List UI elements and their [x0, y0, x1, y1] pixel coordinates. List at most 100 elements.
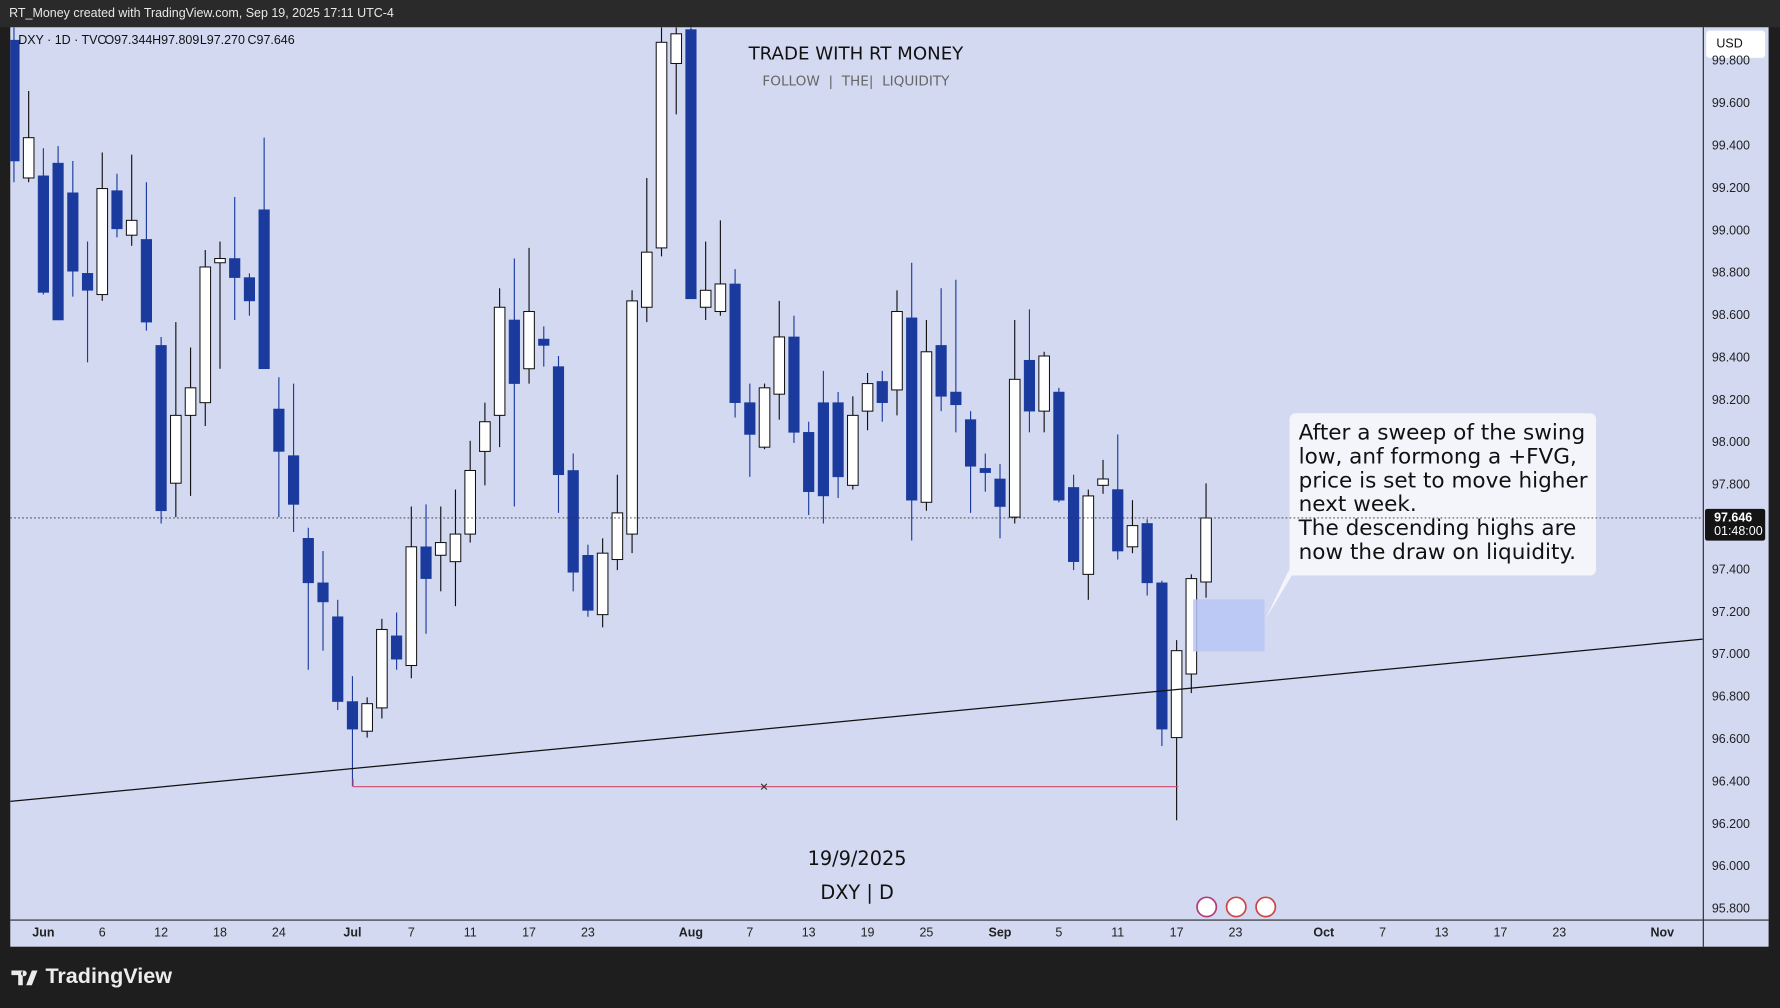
symbol-info: DXY · 1D · TVC [18, 33, 106, 47]
candle-body [332, 616, 344, 702]
event-icon[interactable] [1196, 896, 1218, 918]
fvg-zone [1193, 599, 1265, 652]
last-price-box [1705, 508, 1766, 541]
candle-body [655, 41, 668, 249]
callout [1265, 413, 1597, 619]
candle-body [817, 402, 829, 497]
ohlc-value: C97.646 [248, 33, 295, 47]
x-tick-label: 17 [1170, 925, 1184, 939]
candle-body [464, 469, 476, 535]
event-icon[interactable] [1225, 896, 1247, 918]
candle-body [434, 542, 447, 556]
candle-body [37, 175, 49, 293]
candle-body [420, 546, 432, 579]
candle-body [317, 582, 329, 603]
candle-body [10, 39, 20, 162]
ohlc-value: L97.270 [200, 33, 245, 47]
brand-logo [11, 970, 38, 986]
x-tick-label: 23 [1552, 925, 1566, 939]
x-tick-label: 17 [1493, 925, 1507, 939]
y-tick-label: 99.400 [1712, 138, 1750, 152]
candle-body [229, 258, 241, 278]
last-price-label: 97.646 [1714, 510, 1752, 524]
candle-body [670, 33, 683, 65]
candle-body [979, 468, 991, 473]
candle-body [1126, 525, 1139, 548]
x-tick-label: 7 [408, 925, 415, 939]
candle-body [81, 273, 94, 291]
x-tick-label: Sep [989, 925, 1012, 939]
brand: TradingView [11, 963, 172, 988]
y-tick-label: 95.800 [1712, 902, 1750, 916]
candle-body [22, 137, 35, 179]
ohlc-readout: O97.344 H97.809 L97.270 C97.646 [104, 33, 294, 47]
candle-body [1156, 582, 1168, 730]
x-tick-label: 25 [919, 925, 933, 939]
candle-body [876, 381, 888, 403]
candle-body [640, 251, 653, 308]
x-tick-label: 24 [272, 925, 286, 939]
candle-body [950, 391, 962, 406]
candle-body [508, 319, 520, 384]
currency-box[interactable] [1706, 30, 1766, 58]
candle-body [699, 289, 712, 308]
y-tick-label: 99.800 [1712, 54, 1750, 68]
event-icon[interactable] [1255, 896, 1277, 918]
y-tick-label: 98.200 [1712, 393, 1750, 407]
x-tick-label: 19 [861, 925, 875, 939]
candle-body [391, 635, 403, 660]
candle-body [552, 366, 565, 476]
candle-body [376, 628, 388, 709]
candle-body [1053, 391, 1065, 501]
candle-body [184, 387, 197, 416]
y-tick-label: 97.200 [1712, 605, 1750, 619]
top-bar [0, 0, 1780, 28]
sweep-marker [760, 783, 768, 790]
candle-body [1097, 478, 1109, 486]
y-tick-label: 99.000 [1712, 223, 1750, 237]
candle-body [125, 219, 138, 236]
callout-line: The descending highs are [1298, 516, 1577, 541]
candle-body [155, 345, 167, 512]
y-tick-label: 98.600 [1712, 308, 1750, 322]
candle-body [861, 383, 874, 412]
candle-body [214, 258, 226, 264]
candle-body [567, 470, 579, 573]
candle-body [891, 310, 903, 391]
candle-body [1170, 650, 1183, 739]
candle-body [1068, 487, 1080, 562]
candle-body [803, 432, 815, 492]
candle-body [96, 188, 109, 296]
candle-body [582, 554, 594, 611]
watermark-title: TRADE WITH RT MONEY [748, 43, 965, 64]
candle-body [52, 162, 64, 321]
candle-body [258, 209, 270, 370]
watermark-symbol: DXY | D [820, 881, 893, 904]
y-tick-label: 99.600 [1712, 96, 1750, 110]
y-tick-label: 97.400 [1712, 562, 1750, 576]
candle-body [832, 402, 844, 478]
x-tick-label: Aug [679, 925, 703, 939]
candle-body [287, 455, 300, 505]
candle-body [920, 351, 933, 503]
x-tick-label: 12 [154, 925, 168, 939]
x-tick-label: 23 [1229, 925, 1243, 939]
candle-body [538, 338, 550, 346]
candle-body [140, 239, 152, 323]
callout-line: now the draw on liquidity. [1299, 540, 1576, 565]
candle-body [405, 546, 418, 667]
brand-name: TradingView [45, 963, 172, 988]
x-tick-label: 7 [1379, 925, 1386, 939]
y-tick-label: 98.400 [1712, 350, 1750, 364]
candle-body [906, 317, 918, 501]
y-tick-label: 97.000 [1712, 647, 1750, 661]
candle-body [67, 192, 79, 272]
candle-body [788, 336, 800, 433]
ohlc-value: H97.809 [152, 33, 199, 47]
drawings [10, 599, 1703, 803]
candle-body [758, 387, 771, 448]
y-tick-label: 98.800 [1712, 266, 1750, 280]
